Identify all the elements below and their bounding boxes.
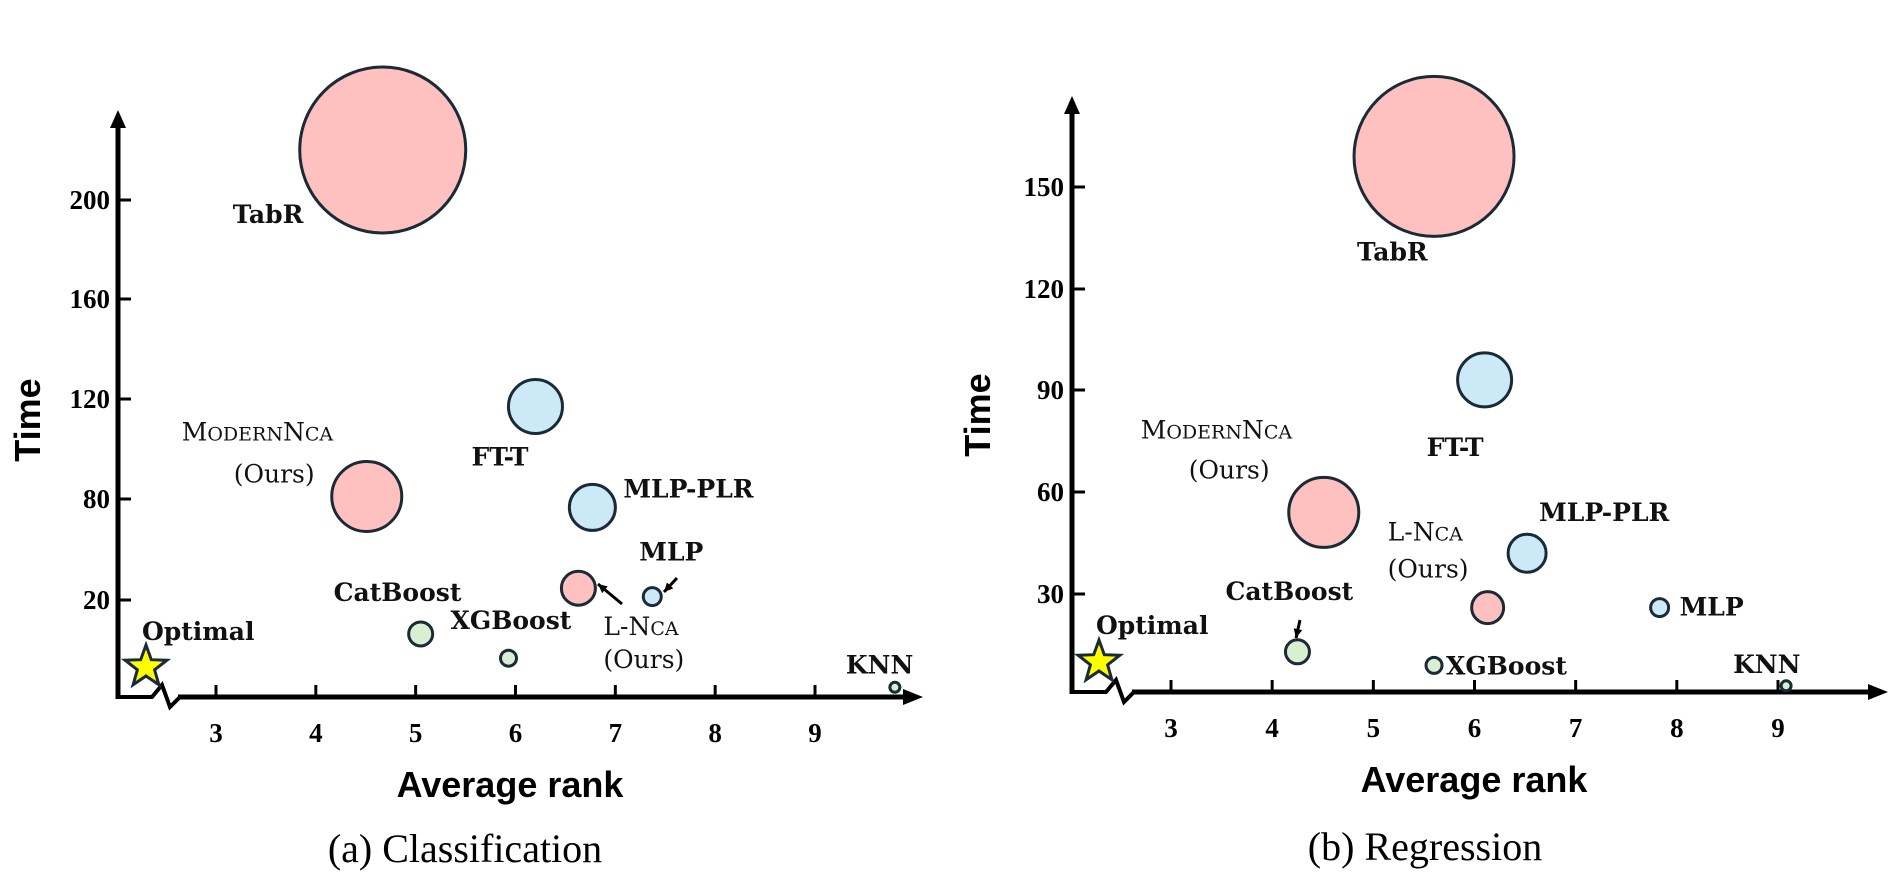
bubble-sublabel-l-nca: (Ours) (1388, 555, 1469, 584)
y-tick-label: 30 (1037, 579, 1064, 609)
bubble-catboost (1283, 638, 1311, 666)
x-tick-label: 9 (1771, 713, 1785, 743)
bubble-label-tabr: TabR (233, 200, 304, 229)
y-tick-label: 90 (1037, 375, 1064, 405)
label-part: CA (1264, 421, 1293, 443)
bubble-catboost (407, 620, 435, 648)
panel-regression: 3 4 5 6 7 8 9 30 60 90 120 150 Time Average rank (b) R… (957, 74, 1888, 869)
bubble-label-mlp-plr: MLP-PLR (623, 474, 753, 503)
label-part: N (283, 418, 305, 447)
optimal-label: Optimal (142, 617, 254, 646)
bubble-label-mlp: MLP (1680, 593, 1744, 622)
bubble-label-modernnca: MODERNNCA (182, 418, 334, 447)
x-axis-break (116, 681, 182, 711)
y-axis-arrow-icon (1064, 96, 1080, 114)
x-axis-arrow-icon (903, 689, 923, 705)
bubble-knn (888, 680, 902, 694)
bubble-sublabel-modernnca: (Ours) (234, 460, 315, 489)
optimal-star-icon (1073, 635, 1125, 684)
bubble-ft-t (506, 378, 564, 435)
bubble-mlp (641, 586, 663, 608)
bubble-knn (1779, 679, 1793, 693)
arrow-l-nca-head (598, 584, 608, 594)
bubble-modernnca (330, 460, 404, 533)
x-axis-title: Average rank (397, 764, 625, 805)
arrow-mlp-head (664, 582, 674, 592)
bubble-label-ft-t: FT-T (1427, 433, 1484, 462)
bubble-label-l-nca: L-NCA (1388, 518, 1463, 547)
x-tick-label: 9 (808, 718, 822, 748)
label-part: M (182, 418, 208, 447)
bubble-label-l-nca: L-NCA (603, 612, 678, 641)
bubble-label-catboost: CatBoost (334, 578, 462, 607)
y-axis-title: Time (7, 378, 48, 461)
x-axis-break (1070, 676, 1136, 706)
x-tick-label: 3 (1164, 713, 1178, 743)
x-tick-label: 4 (309, 718, 323, 748)
bubble-label-knn: KNN (846, 650, 913, 679)
bubble-label-modernnca: MODERNNCA (1141, 415, 1293, 444)
y-tick-label: 160 (70, 284, 111, 314)
bubble-modernnca (1287, 475, 1361, 549)
x-tick-label: 8 (708, 718, 722, 748)
label-part: CA (1435, 524, 1464, 546)
x-axis-title: Average rank (1361, 759, 1589, 800)
x-tick-label: 7 (609, 718, 623, 748)
panel-caption: (b) Regression (1308, 824, 1542, 869)
bubble-label-ft-t: FT-T (471, 443, 528, 472)
bubble-tabr (1352, 74, 1516, 238)
bubble-mlp-plr (567, 482, 617, 532)
x-tick-label: 8 (1670, 713, 1684, 743)
bubble-xgboost (1424, 655, 1444, 675)
bubble-label-knn: KNN (1733, 650, 1800, 679)
bubble-sublabel-l-nca: (Ours) (603, 645, 684, 674)
label-part: N (1242, 415, 1264, 444)
label-part: CA (650, 618, 679, 640)
y-tick-label: 20 (83, 585, 110, 615)
bubble-label-xgboost: XGBoost (451, 606, 572, 635)
bubble-mlp-plr (1506, 532, 1548, 574)
y-axis-arrow-icon (110, 110, 126, 128)
arrow-catboost-head (1293, 628, 1303, 638)
label-part: CA (305, 424, 334, 446)
label-part: M (1141, 415, 1167, 444)
bubble-label-xgboost: XGBoost (1446, 651, 1567, 680)
bubble-xgboost (499, 648, 519, 668)
bubble-label-mlp-plr: MLP-PLR (1539, 498, 1669, 527)
x-tick-label: 5 (409, 718, 423, 748)
bubble-label-tabr: TabR (1357, 237, 1428, 266)
x-tick-label: 6 (1468, 713, 1482, 743)
x-tick-label: 3 (209, 718, 223, 748)
x-tick-label: 4 (1265, 713, 1279, 743)
bubble-label-mlp: MLP (639, 538, 703, 567)
label-part: L-N (603, 612, 650, 641)
bubble-label-catboost: CatBoost (1225, 577, 1353, 606)
bubble-l-nca (559, 569, 597, 607)
bubble-tabr (298, 65, 468, 235)
label-part: ODERN (1166, 421, 1242, 443)
x-axis-arrow-icon (1868, 684, 1888, 700)
x-tick-label: 7 (1569, 713, 1583, 743)
y-tick-label: 120 (70, 384, 111, 414)
optimal-label: Optimal (1096, 611, 1208, 640)
y-tick-label: 150 (1024, 172, 1065, 202)
label-part: L-N (1388, 518, 1435, 547)
optimal-star-icon (120, 640, 172, 689)
y-tick-label: 80 (83, 484, 110, 514)
x-tick-label: 6 (509, 718, 523, 748)
label-part: ODERN (207, 424, 283, 446)
bubble-sublabel-modernnca: (Ours) (1189, 455, 1270, 484)
bubble-l-nca (1470, 590, 1506, 626)
panel-classification: 3 4 5 6 7 8 9 20 80 120 160 200 Time Average rank (a) … (7, 65, 923, 871)
y-axis-title: Time (957, 373, 998, 456)
y-tick-label: 120 (1024, 274, 1065, 304)
bubble-mlp (1649, 597, 1671, 619)
x-tick-label: 5 (1367, 713, 1381, 743)
panel-caption: (a) Classification (328, 826, 602, 871)
bubble-ft-t (1456, 351, 1514, 409)
y-tick-label: 200 (70, 185, 111, 215)
y-tick-label: 60 (1037, 477, 1064, 507)
